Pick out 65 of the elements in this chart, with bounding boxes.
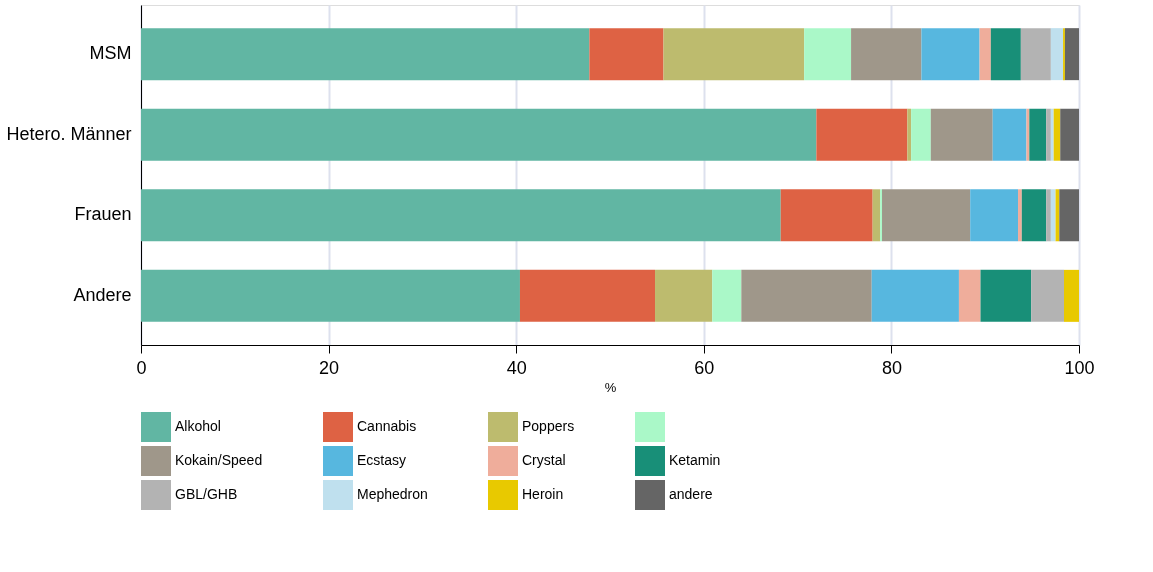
bar [1018, 189, 1022, 242]
legend-label: Alkohol [175, 418, 221, 434]
bar [1046, 108, 1051, 161]
legend-label: GBL/GHB [175, 486, 238, 502]
legend-label: Kokain/Speed [175, 452, 263, 468]
bar [780, 189, 873, 242]
bar [990, 28, 1021, 81]
bar [804, 28, 852, 81]
bar [882, 189, 971, 242]
bar [1063, 269, 1079, 322]
y-tick-label: Hetero. Männer [6, 123, 132, 144]
bar [979, 28, 991, 81]
bar [921, 28, 980, 81]
bar [741, 269, 872, 322]
x-tick-label: 80 [881, 357, 902, 378]
legend-label: Ecstasy [357, 452, 407, 468]
bar [1050, 108, 1054, 161]
y-tick-label: MSM [89, 43, 132, 64]
bar [1029, 108, 1047, 161]
x-tick-label: 0 [136, 357, 147, 378]
bar [141, 28, 590, 81]
y-tick-label: Andere [73, 284, 132, 305]
legend-label: Cannabis [357, 418, 417, 434]
legend-label: Heroin [522, 486, 564, 502]
bar [958, 269, 981, 322]
x-tick-label: 100 [1064, 357, 1095, 378]
bar [141, 189, 781, 242]
bar [980, 269, 1032, 322]
bar [663, 28, 805, 81]
x-axis-title: % [604, 379, 617, 395]
x-tick-label: 60 [694, 357, 715, 378]
bar [1050, 189, 1056, 242]
bar [871, 269, 959, 322]
bar [141, 108, 817, 161]
bar [907, 108, 912, 161]
bar [1060, 108, 1079, 161]
bar [589, 28, 664, 81]
bar [1031, 269, 1064, 322]
bar [655, 269, 713, 322]
bar [1059, 189, 1079, 242]
legend-label: Crystal [522, 452, 566, 468]
bar [1020, 28, 1051, 81]
bar [930, 108, 993, 161]
bar [816, 108, 908, 161]
bar [911, 108, 931, 161]
bar [1050, 28, 1064, 81]
bar [519, 269, 656, 322]
legend-label: andere [669, 486, 713, 502]
bar [872, 189, 881, 242]
x-tick-label: 40 [506, 357, 527, 378]
bar [992, 108, 1027, 161]
x-tick-label: 20 [319, 357, 340, 378]
legend-label: Poppers [522, 418, 575, 434]
bar [1064, 28, 1079, 81]
bar [1046, 189, 1051, 242]
legend-label: Ketamin [669, 452, 721, 468]
bar [970, 189, 1019, 242]
bar [712, 269, 742, 322]
bar [851, 28, 922, 81]
bar [1021, 189, 1047, 242]
legend-label: Mephedron [357, 486, 428, 502]
y-tick-label: Frauen [74, 204, 132, 225]
bar [1053, 108, 1061, 161]
bar [141, 269, 520, 322]
bar [1026, 108, 1030, 161]
